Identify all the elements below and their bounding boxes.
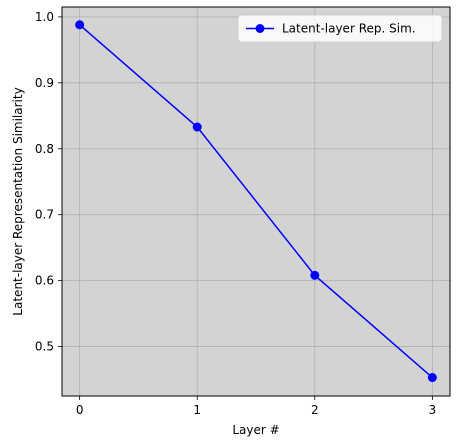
legend-label: Latent-layer Rep. Sim. [282, 22, 416, 36]
x-tick-label: 2 [311, 403, 319, 417]
x-axis-label: Layer # [232, 423, 279, 437]
axis-ticks: 0 1 2 3 0.5 0.6 0.7 0.8 0.9 1.0 [35, 10, 436, 417]
y-tick-label: 0.8 [35, 142, 54, 156]
legend: Latent-layer Rep. Sim. [237, 14, 443, 43]
y-tick-label: 1.0 [35, 10, 54, 24]
data-point [427, 373, 437, 383]
series-layer [75, 20, 437, 383]
data-point [75, 20, 85, 30]
legend-marker [255, 24, 265, 33]
y-axis-label: Latent-layer Representation Similarity [11, 87, 25, 315]
data-point [310, 270, 320, 280]
y-tick-label: 0.5 [35, 340, 54, 354]
x-tick-label: 1 [193, 403, 201, 417]
data-point [192, 122, 202, 132]
x-tick-label: 0 [76, 403, 84, 417]
x-tick-label: 3 [429, 403, 437, 417]
legend-box [237, 14, 443, 43]
series-line [79, 24, 433, 379]
y-tick-label: 0.6 [35, 274, 54, 288]
y-tick-label: 0.7 [35, 208, 54, 222]
plot-frame [61, 6, 451, 397]
y-tick-label: 0.9 [35, 76, 54, 90]
